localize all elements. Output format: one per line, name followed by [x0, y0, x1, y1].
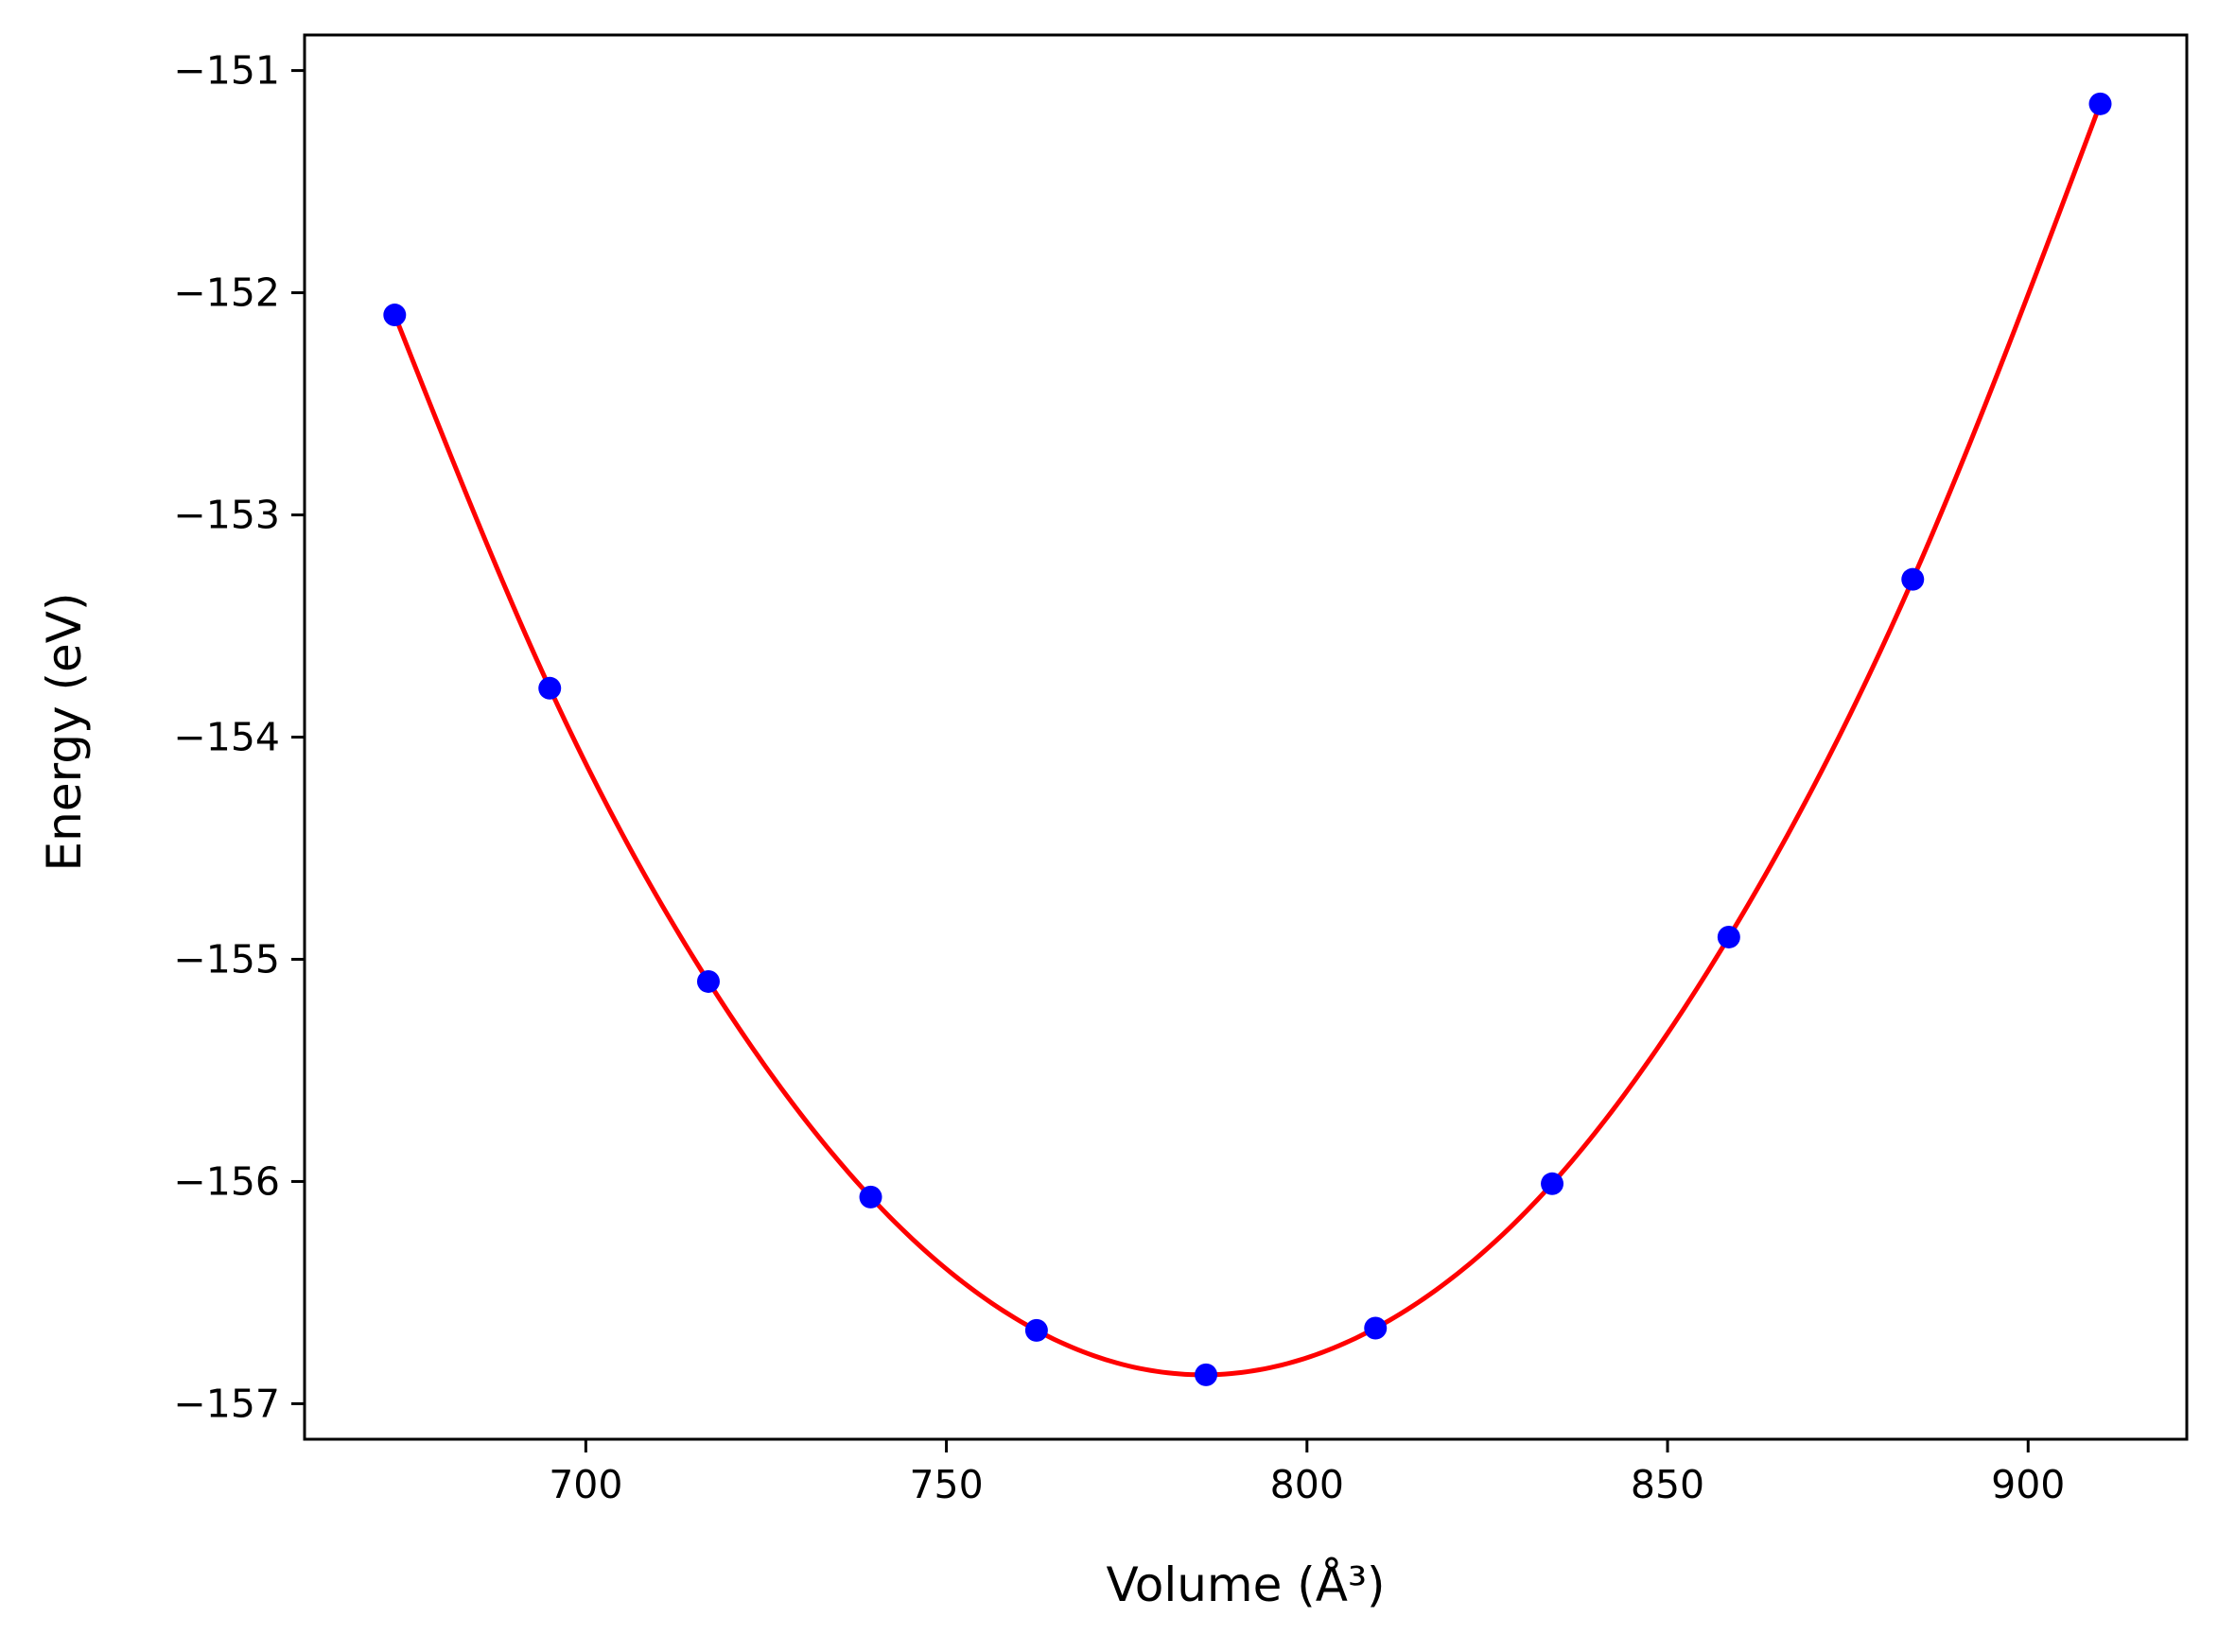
- x-tick-label: 700: [549, 1462, 622, 1507]
- x-axis-label: Volume (Å³): [1106, 1557, 1385, 1612]
- x-tick-label: 800: [1270, 1462, 1344, 1507]
- y-tick-label: −156: [173, 1158, 280, 1204]
- y-tick-label: −155: [173, 936, 280, 982]
- data-point: [859, 1185, 882, 1209]
- x-tick-label: 850: [1631, 1462, 1704, 1507]
- y-tick-label: −151: [173, 48, 280, 94]
- fit-curve-line: [392, 102, 2103, 1378]
- plot-area: [383, 92, 2112, 1386]
- data-point: [1901, 567, 1925, 591]
- data-point: [383, 304, 407, 327]
- data-point: [1717, 925, 1740, 948]
- data-point: [1195, 1363, 1218, 1386]
- y-tick-label: −154: [173, 715, 280, 760]
- y-axis-label: Energy (eV): [37, 593, 92, 872]
- data-point: [696, 969, 720, 993]
- data-point: [2088, 92, 2112, 115]
- data-point: [1541, 1172, 1564, 1195]
- axes: 700 750 800 850 900 −157 −156 −155 −154 −153 −152 −…: [173, 33, 2189, 1507]
- y-tick-label: −157: [173, 1381, 280, 1426]
- data-point: [538, 676, 562, 700]
- y-tick-label: −152: [173, 270, 280, 316]
- data-point: [1024, 1318, 1048, 1342]
- x-tick-label: 750: [909, 1462, 983, 1507]
- x-tick-label: 900: [1991, 1462, 2065, 1507]
- y-tick-label: −153: [173, 493, 280, 538]
- data-point: [1364, 1316, 1388, 1340]
